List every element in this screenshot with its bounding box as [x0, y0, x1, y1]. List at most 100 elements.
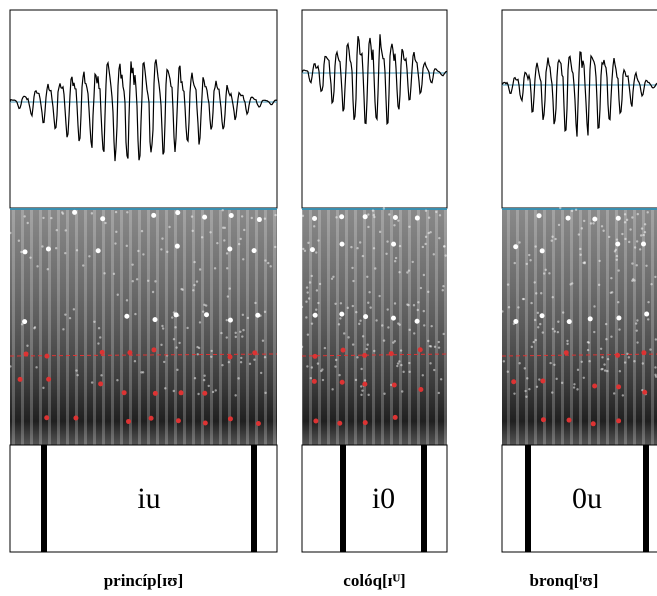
speckle	[536, 311, 540, 315]
speckle	[193, 260, 196, 264]
speckle	[313, 225, 316, 228]
speckle	[176, 368, 179, 372]
speckle	[190, 215, 194, 218]
speckle	[220, 331, 223, 335]
speckle	[228, 287, 231, 290]
formant-dot	[640, 241, 646, 247]
speckle	[397, 322, 400, 325]
formant-dot	[227, 416, 233, 422]
speckle	[385, 252, 388, 255]
formant-dot	[417, 347, 423, 353]
formant-dot	[124, 313, 130, 319]
speckle	[407, 303, 410, 307]
speckle	[506, 283, 510, 286]
speckle	[433, 368, 436, 372]
speckle	[382, 339, 386, 342]
speckle	[443, 245, 446, 248]
speckle	[629, 228, 632, 231]
speckle	[318, 282, 322, 286]
speckle	[367, 301, 370, 304]
speckle	[137, 249, 140, 253]
formant-dot	[95, 248, 101, 254]
speckle	[625, 218, 629, 222]
speckle	[501, 310, 504, 313]
speckle	[382, 207, 386, 210]
speckle	[164, 387, 167, 390]
speckle	[569, 283, 572, 286]
speckle	[263, 356, 267, 359]
speckle	[580, 360, 583, 364]
formant-dot	[227, 246, 233, 252]
speckle	[386, 240, 389, 243]
speckle	[570, 209, 574, 213]
speckle	[50, 216, 53, 220]
speckle	[338, 373, 341, 377]
speckle	[553, 330, 557, 333]
speckle	[305, 286, 309, 289]
speckle	[116, 293, 119, 296]
speckle	[654, 373, 657, 377]
speckle	[114, 210, 118, 214]
label-box	[9, 444, 278, 553]
speckle	[393, 340, 397, 343]
formant-dot	[255, 312, 261, 318]
speckle	[424, 235, 428, 239]
speckle	[408, 328, 411, 332]
speckle	[160, 343, 163, 347]
speckle	[378, 230, 382, 234]
speckle	[72, 308, 76, 311]
speckle	[274, 245, 277, 249]
speckle	[269, 265, 272, 268]
spectrogram-striations	[502, 208, 657, 445]
speckle	[223, 239, 226, 242]
speckle	[316, 362, 320, 365]
speckle	[635, 329, 638, 332]
formant-line	[9, 353, 278, 357]
speckle	[303, 249, 307, 253]
speckle	[163, 360, 166, 364]
speckle	[216, 241, 219, 245]
speckle	[400, 363, 403, 367]
speckle	[642, 233, 645, 237]
speckle	[424, 209, 428, 212]
speckle	[417, 301, 420, 304]
speckle	[360, 367, 363, 371]
speckle	[140, 371, 143, 374]
speckle	[647, 318, 650, 321]
speckle	[612, 392, 616, 395]
speckle	[241, 313, 245, 317]
speckle	[639, 234, 643, 237]
speckle	[392, 341, 395, 344]
speckle	[351, 343, 355, 346]
speckle	[539, 322, 542, 326]
speckle	[225, 252, 229, 255]
formant-dot	[313, 418, 319, 424]
speckle	[618, 369, 622, 373]
speckle	[360, 393, 363, 397]
speckle	[549, 361, 552, 365]
formant-dot	[590, 421, 596, 427]
speckle	[75, 249, 79, 252]
speckle	[582, 376, 586, 380]
formant-dot	[615, 215, 621, 221]
speckle	[166, 250, 169, 254]
speckle	[359, 319, 362, 322]
speckle	[615, 258, 618, 261]
speckle	[582, 261, 585, 265]
formant-dot	[22, 249, 28, 255]
speckle	[636, 319, 639, 322]
speckle	[603, 369, 607, 372]
speckle	[643, 230, 647, 234]
speckle	[234, 394, 237, 397]
speckle	[93, 320, 96, 324]
speckle	[603, 363, 606, 366]
speckle	[246, 316, 250, 320]
formant-dot	[362, 420, 368, 426]
speckle	[635, 264, 638, 267]
speckle	[606, 357, 610, 361]
waveform	[301, 34, 447, 126]
speckle	[627, 356, 631, 359]
speckle	[42, 216, 45, 220]
speckle	[367, 393, 370, 397]
